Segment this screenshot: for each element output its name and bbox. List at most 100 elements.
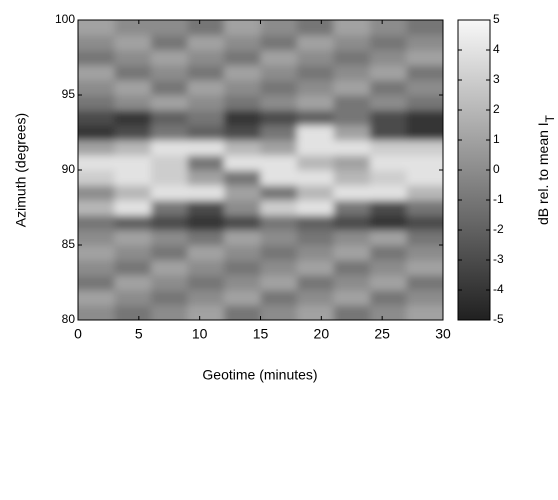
heatmap-cell	[224, 80, 261, 96]
heatmap-cell	[187, 80, 225, 96]
heatmap-cell	[406, 80, 443, 96]
heatmap-cell	[151, 50, 188, 66]
x-axis-label: Geotime (minutes)	[202, 367, 317, 383]
heatmap-cell	[187, 155, 225, 171]
heatmap-cell	[333, 245, 371, 261]
heatmap-cell	[187, 200, 225, 216]
y-tick-label: 90	[62, 162, 76, 176]
heatmap-cell	[260, 290, 298, 306]
heatmap-cell	[406, 95, 443, 111]
heatmap-cell	[370, 50, 407, 66]
colorbar-tick-label: 4	[493, 42, 500, 56]
heatmap-cell	[406, 155, 443, 171]
heatmap-cell	[406, 125, 443, 141]
x-tick-label: 15	[253, 326, 269, 342]
heatmap-cell	[78, 305, 115, 320]
heatmap-cell	[78, 95, 115, 111]
colorbar-tick-label: -3	[493, 252, 504, 266]
heatmap-cell	[260, 95, 298, 111]
heatmap-cell	[370, 290, 407, 306]
heatmap-cell	[370, 65, 407, 81]
colorbar	[457, 19, 491, 321]
heatmap-cell	[406, 245, 443, 261]
heatmap-cell	[370, 155, 407, 171]
heatmap-cell	[297, 20, 334, 36]
heatmap-cell	[151, 155, 188, 171]
heatmap-cell	[370, 275, 407, 291]
heatmap-cell	[260, 65, 298, 81]
x-tick-label: 30	[435, 326, 451, 342]
heatmap-cell	[187, 170, 225, 186]
heatmap-cell	[297, 50, 334, 66]
heatmap-cell	[260, 110, 298, 126]
heatmap-cell	[370, 230, 407, 246]
heatmap-cell	[333, 140, 371, 156]
heatmap-cell	[370, 110, 407, 126]
heatmap-cell	[224, 170, 261, 186]
heatmap-cell	[370, 170, 407, 186]
heatmap-cell	[333, 275, 371, 291]
heatmap-cell	[333, 65, 371, 81]
heatmap-cell	[297, 275, 334, 291]
colorbar-tick-label: 1	[493, 132, 500, 146]
heatmap-cell	[78, 50, 115, 66]
colorbar-label-main: dB rel. to mean I	[535, 122, 551, 225]
heatmap-cell	[78, 155, 115, 171]
colorbar-tick-label: 3	[493, 72, 500, 86]
heatmap-cell	[187, 260, 225, 276]
heatmap-cell	[187, 35, 225, 51]
heatmap-cell	[224, 245, 261, 261]
heatmap-cell	[114, 185, 152, 201]
heatmap-cell	[370, 125, 407, 141]
heatmap-cell	[151, 245, 188, 261]
heatmap-cell	[78, 170, 115, 186]
heatmap-cell	[370, 95, 407, 111]
heatmap-cell	[260, 215, 298, 231]
heatmap-cell	[114, 290, 152, 306]
heatmap-cell	[151, 260, 188, 276]
heatmap-cell	[406, 35, 443, 51]
heatmap-cell	[78, 140, 115, 156]
heatmap-cell	[297, 185, 334, 201]
heatmap-cell	[260, 170, 298, 186]
heatmap-cell	[151, 140, 188, 156]
heatmap-cell	[406, 305, 443, 320]
heatmap-cell	[114, 275, 152, 291]
colorbar-tick-label: -1	[493, 192, 504, 206]
heatmap-cell	[114, 260, 152, 276]
heatmap-cell	[333, 230, 371, 246]
heatmap-cell	[370, 305, 407, 320]
heatmap-cell	[114, 50, 152, 66]
heatmap-cell	[260, 275, 298, 291]
heatmap-cell	[297, 290, 334, 306]
heatmap-cell	[297, 80, 334, 96]
heatmap-cell	[114, 215, 152, 231]
heatmap-cell	[333, 50, 371, 66]
colorbar-tick-label: -4	[493, 282, 504, 296]
y-tick-label: 95	[62, 87, 76, 101]
heatmap-cell	[297, 245, 334, 261]
heatmap-cell	[151, 110, 188, 126]
heatmap-cell	[224, 35, 261, 51]
heatmap-cell	[78, 35, 115, 51]
heatmap-cell	[187, 140, 225, 156]
heatmap-cell	[260, 50, 298, 66]
heatmap-cell	[224, 155, 261, 171]
heatmap-cell	[406, 65, 443, 81]
heatmap-cell	[333, 185, 371, 201]
heatmap-cell	[260, 260, 298, 276]
heatmap-cell	[333, 35, 371, 51]
colorbar-label: dB rel. to mean IT	[535, 114, 557, 225]
heatmap-cell	[187, 50, 225, 66]
heatmap-cell	[114, 20, 152, 36]
heatmap-cell	[297, 125, 334, 141]
x-tick-label: 0	[74, 326, 82, 342]
heatmap-cell	[297, 200, 334, 216]
heatmap-cell	[297, 110, 334, 126]
heatmap-cell	[151, 125, 188, 141]
heatmap	[78, 20, 443, 320]
heatmap-cell	[78, 230, 115, 246]
heatmap-cell	[114, 110, 152, 126]
heatmap-cell	[187, 65, 225, 81]
